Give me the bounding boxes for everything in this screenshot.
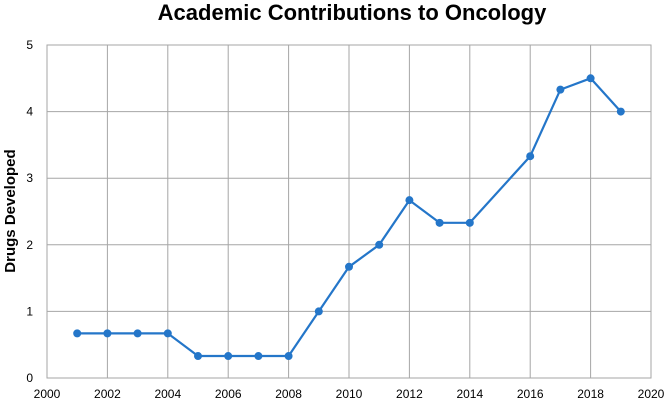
series-line: [77, 77, 622, 358]
data-point: [133, 329, 142, 338]
data-point: [284, 352, 293, 361]
data-point: [73, 329, 82, 338]
x-tick-label: 2010: [336, 387, 363, 401]
data-point: [254, 352, 263, 361]
data-point: [163, 329, 172, 338]
data-point: [526, 152, 535, 161]
data-point: [194, 352, 202, 361]
x-tick-label: 2016: [517, 387, 544, 401]
chart-title: Academic Contributions to Oncology: [158, 0, 547, 25]
data-point: [586, 74, 595, 83]
data-point: [556, 85, 565, 94]
tick-labels: 2000 2002 2004 2006 2008 2010 2012 2014 2016 2018…: [26, 38, 664, 401]
y-axis-label: Drugs Developed: [2, 149, 19, 272]
data-point: [103, 329, 112, 338]
axes: [46, 44, 652, 379]
x-tick-label: 2018: [577, 387, 604, 401]
data-point: [465, 218, 474, 227]
data-point: [405, 196, 414, 205]
y-tick-label: 5: [26, 38, 33, 52]
data-point: [435, 218, 444, 227]
y-tick-label: 0: [26, 371, 33, 385]
data-point: [375, 240, 384, 249]
data-point: [224, 352, 233, 361]
x-tick-label: 2000: [34, 387, 61, 401]
x-tick-label: 2006: [215, 387, 242, 401]
plot-area-border: [46, 44, 652, 379]
x-tick-label: 2002: [94, 387, 121, 401]
x-tick-label: 2020: [638, 387, 665, 401]
y-tick-label: 4: [26, 105, 33, 119]
y-tick-label: 2: [26, 238, 33, 252]
data-point: [314, 307, 323, 316]
data-point: [345, 262, 353, 271]
x-tick-label: 2014: [456, 387, 483, 401]
data-point: [616, 107, 625, 116]
x-tick-label: 2008: [275, 387, 302, 401]
gridlines: [46, 44, 652, 379]
y-tick-label: 1: [26, 304, 33, 318]
y-tick-label: 3: [26, 171, 33, 185]
series-layer: [73, 74, 625, 361]
x-tick-label: 2012: [396, 387, 423, 401]
x-tick-label: 2004: [154, 387, 181, 401]
